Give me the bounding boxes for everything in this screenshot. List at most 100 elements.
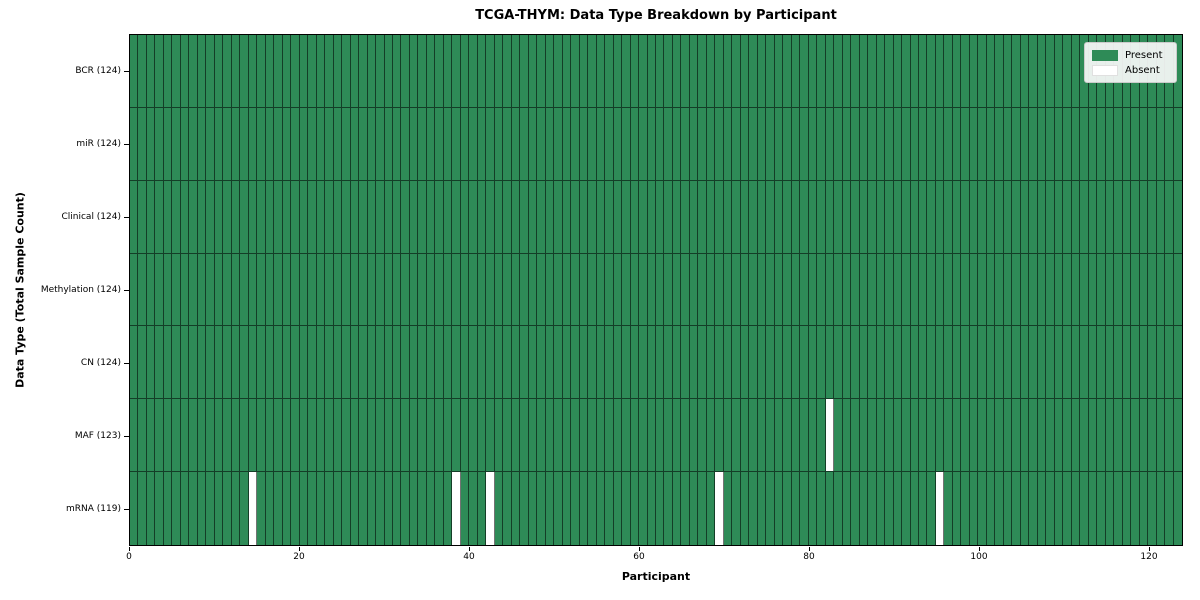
legend: Present Absent [1084,42,1177,83]
heatmap-cell-present [834,472,843,545]
heatmap-cell-present [1105,399,1115,472]
heatmap-cell-present [783,326,792,399]
heatmap-cell-present [1029,35,1038,107]
heatmap-cell-present [706,253,716,326]
heatmap-cell-present [460,326,470,399]
heatmap-cell-present [426,399,436,472]
heatmap-cell-present [766,253,775,326]
heatmap-cell-present [817,35,826,107]
heatmap-cell-present [910,472,919,545]
heatmap-cell-present [401,326,410,399]
heatmap-cell-present [155,107,164,180]
x-axis-label: Participant [621,570,691,583]
heatmap-cell-present [376,107,385,180]
heatmap-cell-present [596,180,606,253]
heatmap-cell-present [698,35,707,107]
heatmap-cell-present [1080,472,1089,545]
heatmap-cell-present [274,399,283,472]
heatmap-cell-present [214,472,224,545]
heatmap-cell-present [630,180,640,253]
heatmap-cell-present [579,399,589,472]
heatmap-cell-present [1139,399,1149,472]
heatmap-cell-present [545,253,555,326]
heatmap-cell-present [1122,180,1132,253]
heatmap-cell-present [706,399,716,472]
heatmap-cell-present [545,35,555,107]
heatmap-cell-present [503,472,512,545]
heatmap-cell-present [876,399,886,472]
heatmap-cell-present [842,107,852,180]
heatmap-cell-present [248,35,258,107]
heatmap-cell-present [452,326,461,399]
heatmap-cell-present [486,326,495,399]
heatmap-cell-present [1063,326,1072,399]
heatmap-cell-present [800,326,809,399]
heatmap-cell-present [265,399,275,472]
heatmap-cell-present [825,472,835,545]
heatmap-cell-present [1071,35,1081,107]
heatmap-cell-present [978,253,987,326]
heatmap-cell-present [689,253,699,326]
heatmap-cell-present [1148,326,1157,399]
heatmap-cell-present [808,399,818,472]
heatmap-cell-present [902,253,911,326]
heatmap-cell-present [240,399,249,472]
heatmap-cell-present [1097,326,1106,399]
heatmap-cell-present [325,107,334,180]
heatmap-cell-present [197,35,207,107]
heatmap-cell-present [1148,180,1157,253]
heatmap-cell-present [1037,326,1047,399]
heatmap-cell-present [146,326,156,399]
heatmap-cell-present [1131,472,1140,545]
heatmap-cell-present [443,107,453,180]
heatmap-cell-present [554,399,563,472]
heatmap-cell-present [562,35,572,107]
heatmap-cell-present [969,253,979,326]
heatmap-cell-present [231,399,241,472]
heatmap-cell-present [825,35,835,107]
heatmap-cell-present [791,326,801,399]
heatmap-cell-present [392,399,402,472]
heatmap-cell-present [817,399,826,472]
x-tick-mark [299,547,300,551]
heatmap-cell-present [1097,180,1106,253]
heatmap-cell-present [689,399,699,472]
heatmap-cell-present [350,399,360,472]
heatmap-cell-present [528,35,538,107]
heatmap-cell-present [732,472,741,545]
heatmap-cell-present [469,472,478,545]
heatmap-cell-present [851,253,860,326]
heatmap-cell-present [231,107,241,180]
heatmap-cell-present [503,326,512,399]
heatmap-cell-present [596,326,606,399]
heatmap-cell-present [986,326,996,399]
heatmap-cell-present [655,107,665,180]
heatmap-cell-present [689,35,699,107]
heatmap-cell-present [146,253,156,326]
heatmap-cell-present [706,107,716,180]
heatmap-cell-present [944,107,953,180]
heatmap-cell-present [944,326,953,399]
heatmap-cell-present [537,107,546,180]
heatmap-cell-present [639,472,648,545]
heatmap-cell-present [808,35,818,107]
heatmap-cell-present [1054,253,1064,326]
heatmap-cell-present [876,35,886,107]
heatmap-cell-present [163,107,173,180]
heatmap-cell-present [664,35,673,107]
heatmap-cell-present [342,472,351,545]
heatmap-cell-present [995,253,1004,326]
heatmap-cell-present [282,326,292,399]
heatmap-cell-present [1080,253,1089,326]
legend-absent-swatch [1092,64,1118,76]
heatmap-cell-present [1046,399,1055,472]
heatmap-cell-present [189,107,198,180]
heatmap-cell-present [749,472,758,545]
heatmap-cell-present [1088,472,1098,545]
heatmap-cell-present [486,180,495,253]
heatmap-cell-present [308,326,317,399]
heatmap-cell-present [927,35,936,107]
heatmap-cell-present [223,399,232,472]
heatmap-cell-present [528,180,538,253]
heatmap-cell-present [800,107,809,180]
